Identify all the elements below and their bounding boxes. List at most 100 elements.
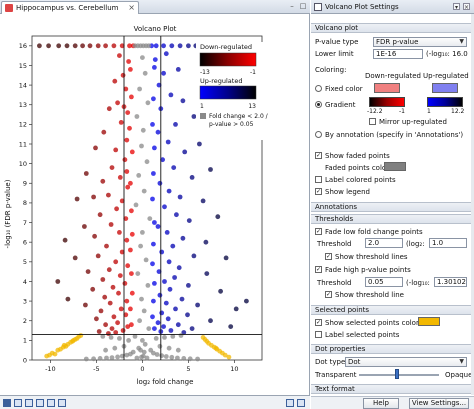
data-point-faded[interactable] (169, 354, 175, 360)
data-point-down-regulated[interactable] (127, 247, 133, 253)
data-point-up-regulated[interactable] (186, 283, 191, 288)
data-point-faded[interactable] (163, 354, 169, 359)
data-point-up-regulated[interactable] (153, 43, 159, 49)
section-selected-points[interactable]: Selected points (311, 305, 471, 315)
data-point-down-regulated[interactable] (119, 249, 125, 255)
data-point-faded[interactable] (142, 70, 148, 76)
data-point-up-regulated[interactable] (152, 145, 157, 151)
data-point-faded[interactable] (145, 283, 151, 288)
data-point-up-regulated[interactable] (161, 43, 167, 49)
section-volcano-plot[interactable]: Volcano plot (311, 23, 471, 33)
data-point-down-regulated[interactable] (85, 269, 91, 274)
data-point-down-regulated[interactable] (107, 300, 113, 306)
data-point-faded[interactable] (135, 271, 141, 276)
p-log-input[interactable]: 1.3010299956639813 (434, 277, 467, 287)
data-point-down-regulated[interactable] (46, 43, 51, 49)
data-point-up-regulated[interactable] (168, 92, 174, 98)
data-point-faded[interactable] (147, 216, 153, 222)
data-point-up-regulated[interactable] (164, 230, 170, 235)
data-point-up-regulated[interactable] (161, 70, 167, 76)
data-point-down-regulated[interactable] (106, 331, 111, 336)
data-point-down-regulated[interactable] (90, 286, 96, 292)
data-point-down-regulated[interactable] (129, 290, 135, 296)
close-tab-icon[interactable]: × (128, 3, 135, 12)
data-point-up-regulated[interactable] (170, 243, 176, 249)
data-point-up-regulated[interactable] (189, 175, 195, 180)
data-point-down-regulated[interactable] (115, 320, 120, 326)
data-point-down-regulated[interactable] (92, 233, 97, 239)
data-point-down-regulated[interactable] (117, 230, 122, 235)
fc-threshold-input[interactable]: 2.0 (365, 238, 403, 248)
pan-icon[interactable] (297, 399, 305, 407)
data-point-up-regulated[interactable] (165, 139, 171, 145)
zoom-icon[interactable] (286, 399, 294, 407)
data-point-faded[interactable] (175, 355, 180, 361)
data-point-faded[interactable] (144, 355, 150, 361)
data-point-down-regulated[interactable] (83, 302, 88, 308)
section-thresholds[interactable]: Thresholds (311, 214, 471, 224)
data-point-up-regulated[interactable] (186, 218, 192, 224)
maximize-icon[interactable]: □ (299, 2, 307, 10)
data-point-up-regulated[interactable] (203, 239, 209, 245)
data-point-down-regulated[interactable] (106, 192, 111, 198)
fixed-color-radio[interactable] (315, 85, 322, 92)
data-point-down-regulated[interactable] (123, 312, 129, 318)
data-point-selected[interactable] (52, 351, 58, 357)
data-point-faded[interactable] (138, 347, 144, 353)
dot-type-select[interactable]: Dot ▼ (345, 357, 467, 367)
data-point-faded[interactable] (181, 356, 187, 361)
data-point-faded[interactable] (119, 353, 125, 359)
data-point-up-regulated[interactable] (163, 51, 169, 57)
data-point-down-regulated[interactable] (83, 171, 89, 176)
data-point-faded[interactable] (166, 345, 172, 351)
data-point-down-regulated[interactable] (129, 271, 134, 276)
data-point-up-regulated[interactable] (223, 255, 229, 261)
data-point-faded[interactable] (100, 334, 106, 339)
data-point-down-regulated[interactable] (98, 308, 104, 314)
data-point-up-regulated[interactable] (218, 288, 224, 294)
data-point-faded[interactable] (142, 341, 148, 347)
data-point-faded[interactable] (115, 354, 120, 360)
data-point-faded[interactable] (153, 336, 159, 341)
data-point-down-regulated[interactable] (129, 231, 135, 237)
split-view-icon[interactable] (36, 399, 44, 407)
show-selected-color-checkbox[interactable]: ✓ (315, 319, 322, 326)
data-point-up-regulated[interactable] (152, 220, 157, 225)
table-view-icon[interactable] (14, 399, 22, 407)
data-point-down-regulated[interactable] (125, 184, 131, 190)
data-point-down-regulated[interactable] (117, 273, 123, 278)
data-point-up-regulated[interactable] (161, 324, 167, 329)
data-point-up-regulated[interactable] (180, 98, 186, 104)
help-button[interactable]: Help (363, 398, 399, 409)
by-annotation-radio[interactable] (315, 131, 322, 138)
data-point-faded[interactable] (139, 143, 144, 149)
data-point-up-regulated[interactable] (152, 326, 157, 331)
data-point-selected[interactable] (71, 338, 76, 343)
data-point-down-regulated[interactable] (62, 237, 68, 243)
data-point-down-regulated[interactable] (115, 100, 120, 106)
data-point-down-regulated[interactable] (129, 322, 134, 328)
data-point-faded[interactable] (132, 43, 138, 49)
data-point-up-regulated[interactable] (165, 316, 171, 322)
data-point-down-regulated[interactable] (124, 298, 130, 304)
data-point-up-regulated[interactable] (185, 312, 190, 318)
data-point-faded[interactable] (162, 335, 167, 340)
data-point-faded[interactable] (139, 296, 144, 302)
data-point-down-regulated[interactable] (120, 328, 126, 333)
data-point-up-regulated[interactable] (163, 300, 169, 306)
data-point-up-regulated[interactable] (173, 306, 178, 312)
data-point-up-regulated[interactable] (179, 296, 185, 302)
pvalue-type-select[interactable]: FDR p-value ▼ (373, 37, 467, 47)
data-point-down-regulated[interactable] (124, 137, 130, 143)
data-point-down-regulated[interactable] (93, 145, 98, 151)
data-point-selected[interactable] (200, 335, 206, 340)
data-point-selected[interactable] (220, 350, 225, 356)
data-point-down-regulated[interactable] (123, 216, 129, 222)
data-point-down-regulated[interactable] (94, 316, 99, 322)
data-point-faded[interactable] (139, 354, 144, 360)
fixed-down-color-swatch[interactable] (374, 83, 400, 93)
data-point-selected[interactable] (204, 338, 210, 344)
data-point-faded[interactable] (146, 326, 152, 331)
data-point-down-regulated[interactable] (96, 329, 102, 334)
